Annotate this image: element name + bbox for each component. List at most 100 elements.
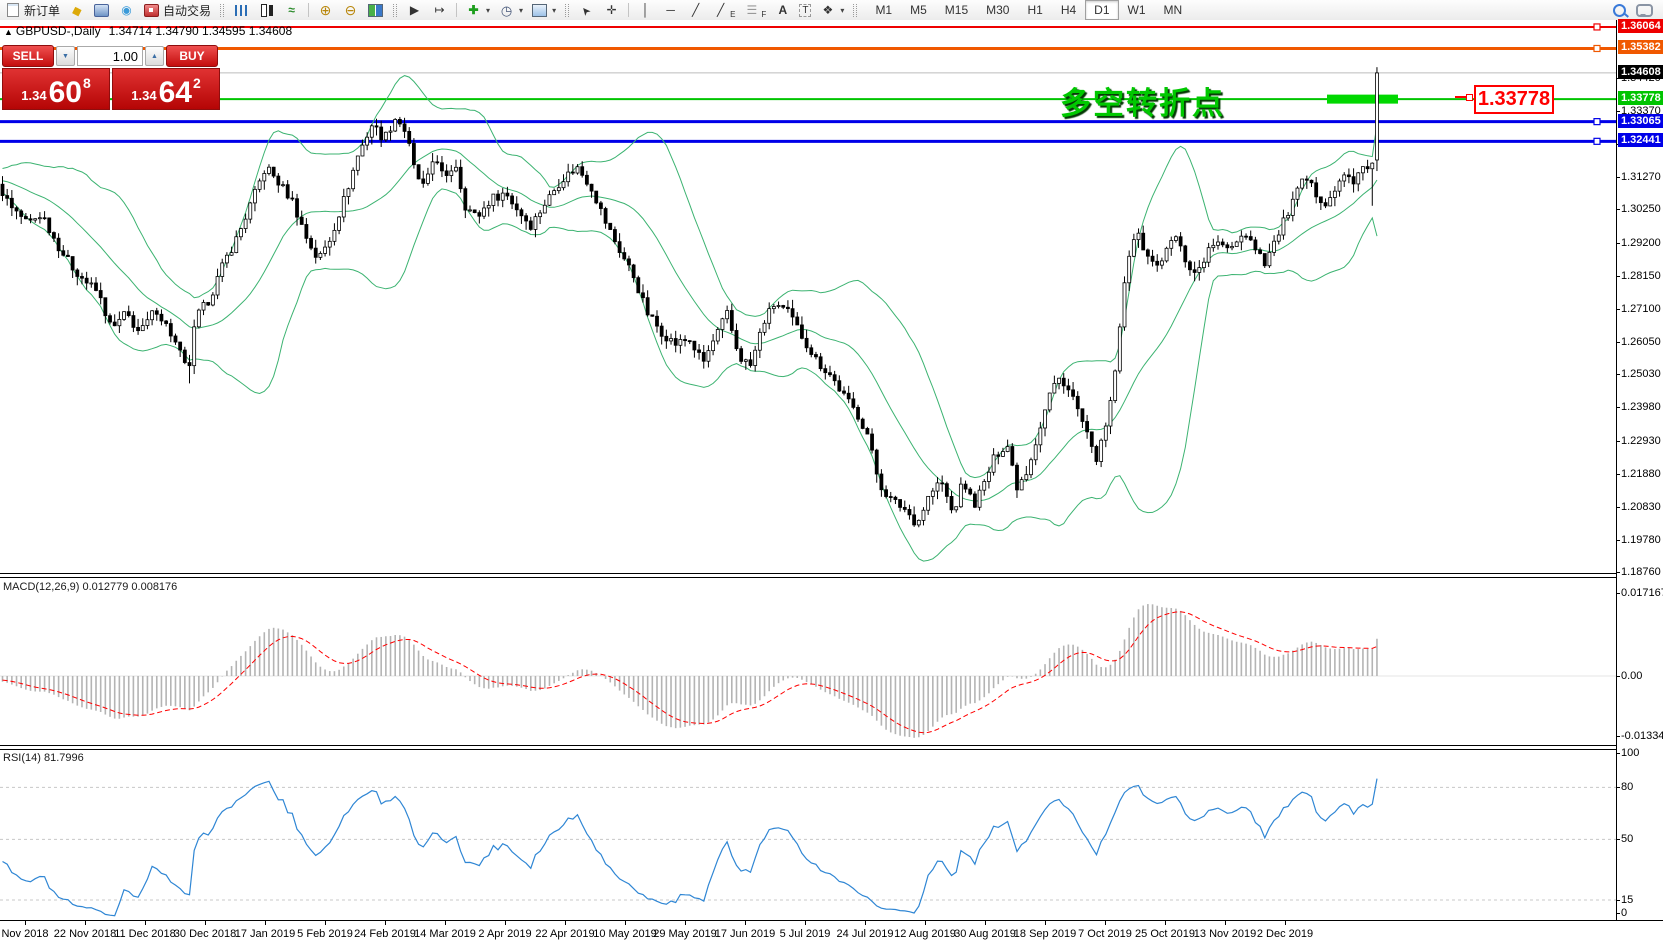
price-tick: 1.22930: [1616, 434, 1661, 447]
pane-divider[interactable]: [0, 745, 1663, 750]
price-flag-label[interactable]: 1.33778: [1474, 85, 1554, 114]
sell-price-panel[interactable]: 1.34 60 8: [2, 68, 110, 110]
volume-increase-button[interactable]: ▲: [145, 46, 164, 66]
timeframe-M15[interactable]: M15: [944, 3, 969, 17]
equidistant-channel-button[interactable]: ╱ E: [708, 1, 739, 19]
signals-button[interactable]: ◉: [114, 1, 139, 19]
date-tick: [985, 921, 986, 925]
strategy-tester-button[interactable]: [89, 1, 114, 19]
toolbar-separator: [456, 3, 458, 17]
price-chart[interactable]: [0, 20, 1617, 573]
candlestick-icon: [258, 3, 275, 18]
date-label: 2 Apr 2019: [478, 928, 532, 940]
macd-axis-tick: 0.017167: [1616, 587, 1663, 599]
timeframe-M30[interactable]: M30: [986, 3, 1010, 17]
tile-windows-icon: [367, 3, 384, 18]
chart-shift-button[interactable]: ↦: [427, 1, 452, 19]
rsi-axis-tick: 100: [1615, 747, 1640, 759]
timeframe-MN[interactable]: MN: [1163, 3, 1183, 17]
periods-button[interactable]: ◷ ▾: [494, 1, 527, 19]
indicators-icon: ✚: [468, 3, 479, 17]
text-button[interactable]: A: [770, 1, 795, 19]
date-tick: [385, 921, 386, 925]
horizontal-line-icon: ─: [666, 3, 675, 17]
date-label: 12 Aug 2019: [894, 928, 956, 940]
indicators-button[interactable]: ✚ ▾: [461, 1, 494, 19]
date-tick: [925, 921, 926, 925]
dropdown-arrow-icon: ▾: [486, 5, 491, 15]
date-label: 5 Feb 2019: [297, 928, 353, 940]
autotrading-icon: [143, 3, 160, 18]
chart-annotation-text[interactable]: 多空转折点: [1060, 86, 1225, 121]
buy-price-big: 64: [158, 75, 192, 109]
price-badge: 1.35382: [1618, 40, 1663, 55]
candlestick-button[interactable]: [254, 1, 279, 19]
date-label: 30 Dec 2018: [173, 928, 237, 940]
timeframe-H4[interactable]: H4: [1060, 3, 1077, 17]
new-order-button[interactable]: 新订单: [0, 1, 64, 19]
rsi-axis-tick: 80: [1615, 781, 1634, 794]
toolbar-right-group: [1613, 3, 1663, 17]
tile-windows-button[interactable]: [363, 1, 388, 19]
market-watch-button[interactable]: ◆: [64, 1, 89, 19]
sell-button[interactable]: SELL: [2, 45, 54, 67]
price-tick: 1.25030: [1616, 368, 1661, 381]
auto-scroll-button[interactable]: ▶: [402, 1, 427, 19]
toolbar-grip: [393, 3, 398, 17]
date-axis[interactable]: Nov 2018 22 Nov 2018 11 Dec 2018 30 Dec 201…: [0, 920, 1663, 947]
templates-button[interactable]: ▾: [527, 1, 560, 19]
dropdown-arrow-icon: ▾: [519, 5, 524, 15]
date-tick: [805, 921, 806, 925]
one-click-trading-panel: SELL ▼ ▲ BUY 1.34 60 8 1.34 64 2: [2, 45, 220, 110]
main-toolbar: 新订单 ◆ ◉ 自动交易 ≈ ⊕ ⊖ ▶ ↦ ✚ ▾ ◷ ▾ ▾ ➤ ✛ │ ─ ╱…: [0, 0, 1663, 21]
equidistant-channel-icon: ╱: [716, 3, 725, 17]
price-badge: 1.32441: [1618, 133, 1663, 148]
date-tick: [265, 921, 266, 925]
ohlc-values: 1.34714 1.34790 1.34595 1.34608: [108, 24, 293, 38]
text-label-button[interactable]: T: [795, 1, 815, 19]
autotrading-label: 自动交易: [163, 3, 212, 18]
search-icon[interactable]: [1613, 3, 1626, 17]
date-tick: [1285, 921, 1286, 925]
price-badge: 1.33778: [1618, 91, 1663, 106]
timeframe-M1[interactable]: M1: [875, 3, 893, 17]
timeframe-H1[interactable]: H1: [1027, 3, 1043, 17]
date-label: Nov 2018: [1, 928, 49, 940]
fibonacci-icon: ☰: [746, 3, 758, 17]
pane-divider[interactable]: [0, 573, 1663, 578]
horizontal-line-button[interactable]: ─: [658, 1, 683, 19]
price-axis-border: [1616, 20, 1617, 920]
timeframe-W1[interactable]: W1: [1127, 3, 1146, 17]
price-badge: 1.34608: [1618, 64, 1663, 79]
volume-input[interactable]: [77, 46, 143, 66]
trendline-button[interactable]: ╱: [683, 1, 708, 19]
timeframe-toolbar: M1 M5 M15 M30 H1 H4 D1 W1 MN: [866, 0, 1191, 20]
chart-window: 1.344201.333701.323201.312701.302501.292…: [0, 18, 1663, 947]
timeframe-M5[interactable]: M5: [910, 3, 927, 17]
price-tick: 1.20830: [1616, 500, 1661, 513]
rsi-pane[interactable]: [0, 749, 1617, 920]
date-label: 22 Nov 2018: [53, 928, 117, 940]
vertical-line-button[interactable]: │: [633, 1, 658, 19]
date-tick: [25, 921, 26, 925]
zoom-in-button[interactable]: ⊕: [313, 1, 338, 19]
volume-decrease-button[interactable]: ▼: [56, 46, 75, 66]
crosshair-button[interactable]: ✛: [599, 1, 624, 19]
macd-pane[interactable]: [0, 578, 1617, 745]
date-label: 25 Oct 2019: [1135, 928, 1195, 940]
fibonacci-button[interactable]: ☰ F: [739, 1, 770, 19]
buy-button[interactable]: BUY: [166, 45, 218, 67]
line-chart-button[interactable]: ≈: [279, 1, 304, 19]
date-tick: [445, 921, 446, 925]
bar-chart-button[interactable]: [229, 1, 254, 19]
zoom-out-button[interactable]: ⊖: [338, 1, 363, 19]
autotrading-button[interactable]: 自动交易: [139, 1, 215, 19]
date-tick: [1165, 921, 1166, 925]
chat-icon[interactable]: [1636, 3, 1653, 17]
buy-price-panel[interactable]: 1.34 64 2: [112, 68, 220, 110]
price-tick: 1.27100: [1616, 302, 1661, 315]
arrows-button[interactable]: ❖ ▾: [815, 1, 848, 19]
collapse-triangle-icon[interactable]: ▲: [4, 27, 13, 37]
cursor-button[interactable]: ➤: [574, 1, 599, 19]
timeframe-D1[interactable]: D1: [1085, 0, 1119, 20]
